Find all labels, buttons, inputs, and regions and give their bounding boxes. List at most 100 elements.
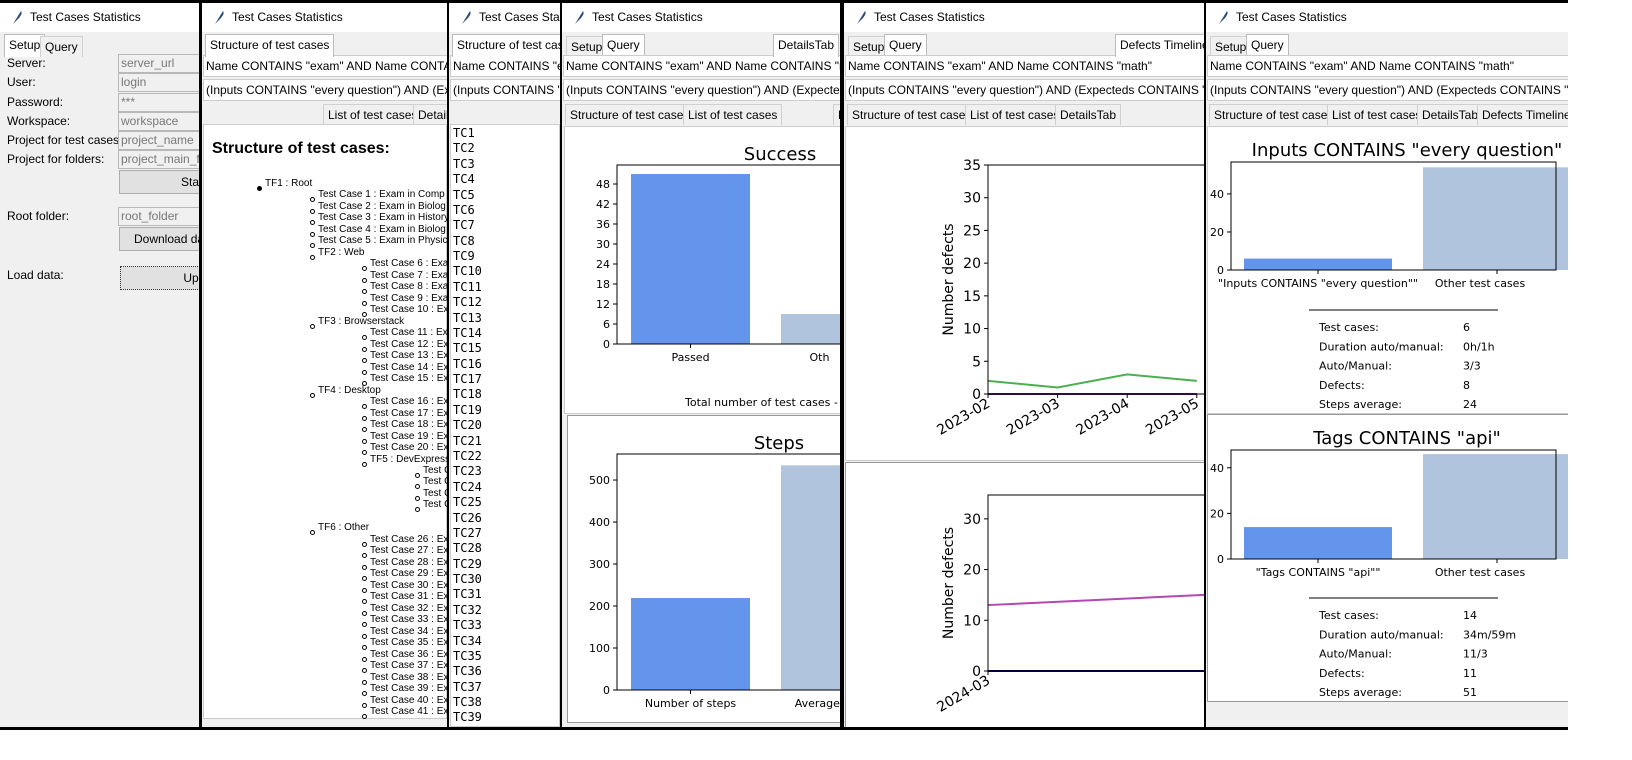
list-item[interactable]: TC23	[453, 464, 482, 479]
tree-item: Test Case 36 : Ex	[370, 648, 447, 660]
field-label: Password:	[7, 95, 64, 109]
list-item[interactable]: TC30	[453, 572, 482, 587]
tab[interactable]: Query	[602, 34, 645, 57]
query-input[interactable]: (Inputs CONTAINS "every question") AND (…	[845, 79, 1204, 101]
list-item[interactable]: TC24	[453, 479, 482, 494]
tree-bullet	[415, 473, 420, 478]
list-item[interactable]: TC37	[453, 679, 482, 694]
subtab[interactable]: List of test cases	[323, 104, 423, 125]
text-input[interactable]: login	[118, 73, 199, 92]
list-item[interactable]: TC6	[453, 202, 475, 217]
subtab[interactable]: Defects Timeline	[833, 104, 840, 125]
query-input[interactable]: Name CONTAINS "exam" AND Name CONTAINS "…	[203, 55, 447, 77]
list-item[interactable]: TC31	[453, 587, 482, 602]
subtab[interactable]: Defects Timeline	[1115, 34, 1204, 57]
text-input[interactable]: ***	[118, 93, 199, 112]
subtab[interactable]: Structure of test cases	[847, 104, 977, 125]
list-item[interactable]: TC27	[453, 525, 482, 540]
list-item[interactable]: TC7	[453, 218, 475, 233]
list-item[interactable]: TC13	[453, 310, 482, 325]
text-input[interactable]: workspace	[118, 112, 199, 131]
list-item[interactable]: TC17	[453, 372, 482, 387]
list-item[interactable]: TC3	[453, 156, 475, 171]
query-input[interactable]: (Inputs CONTAINS "every question") AND (…	[450, 79, 560, 101]
subtab[interactable]: List of test cases	[1327, 104, 1427, 125]
list-item[interactable]: TC25	[453, 495, 482, 510]
list-item[interactable]: TC14	[453, 325, 482, 340]
subtab[interactable]: Structure of test cases	[205, 34, 335, 57]
list-item[interactable]: TC32	[453, 602, 482, 617]
query-input[interactable]: (Inputs CONTAINS "every question") AND (…	[563, 79, 840, 101]
title-bar	[562, 3, 840, 32]
tab[interactable]: Setup	[848, 36, 890, 57]
list-item[interactable]: TC38	[453, 695, 482, 710]
list-item[interactable]: TC1	[453, 126, 475, 140]
y-tick-label: 30	[963, 512, 981, 528]
button[interactable]: Download da	[119, 227, 199, 251]
list-item[interactable]: TC29	[453, 556, 482, 571]
tab[interactable]: Query	[1246, 34, 1289, 57]
query-input[interactable]: Name CONTAINS "exam" AND Name CONTAINS "…	[563, 55, 840, 77]
list-item[interactable]: TC33	[453, 618, 482, 633]
list-item[interactable]: TC19	[453, 402, 482, 417]
list-item[interactable]: TC12	[453, 295, 482, 310]
stat-value: 0h/1h	[1463, 340, 1495, 353]
tree-bullet	[310, 243, 315, 249]
window-title: Test Cases Statistics	[874, 10, 985, 24]
query-input[interactable]: Name CONTAINS "exam" AND Name CONTAINS "…	[1207, 55, 1568, 77]
list-item[interactable]: TC28	[453, 541, 482, 556]
button[interactable]: Up	[120, 266, 199, 290]
tab[interactable]: Query	[884, 34, 927, 57]
subtab[interactable]: DetailsTab	[1055, 104, 1122, 125]
subtab[interactable]: List of test cases	[683, 104, 783, 125]
list-item[interactable]: TC34	[453, 633, 482, 648]
subtab[interactable]: List of test cases	[965, 104, 1065, 125]
tree-bullet	[362, 300, 367, 306]
tab[interactable]: Setup	[566, 36, 608, 57]
stat-label: Defects:	[1319, 667, 1365, 680]
subtab[interactable]: Structure of test cases	[452, 34, 560, 57]
query-input[interactable]: Name CONTAINS "exam" AND Name CONTAINS "…	[845, 55, 1204, 77]
y-tick-label: 18	[596, 278, 610, 291]
list-item[interactable]: TC10	[453, 264, 482, 279]
list-item[interactable]: TC26	[453, 510, 482, 525]
list-item[interactable]: TC15	[453, 341, 482, 356]
list-item[interactable]: TC36	[453, 664, 482, 679]
subtab[interactable]: DetailsTab	[1417, 104, 1484, 125]
text-input[interactable]: project_name	[118, 131, 199, 150]
tab[interactable]: Query	[40, 36, 83, 57]
query-input[interactable]: Name CONTAINS "exam" AND Name CONTAINS "…	[450, 55, 560, 77]
list-item[interactable]: TC39	[453, 710, 482, 725]
tree-item: Test Case 5 : Exam in Physic	[318, 235, 447, 247]
x-tick-label: Other test cases	[1435, 566, 1526, 579]
stat-value: 8	[1463, 379, 1470, 392]
list-item[interactable]: TC20	[453, 418, 482, 433]
list-item[interactable]: TC18	[453, 387, 482, 402]
text-input[interactable]: root_folder	[118, 207, 199, 226]
subtab[interactable]: Structure of test cases	[565, 104, 695, 125]
query-input[interactable]: (Inputs CONTAINS "every question") AND (…	[1207, 79, 1568, 101]
window: Test Cases Statistics Setup Query Server: se…	[0, 3, 199, 727]
list-item[interactable]: TC9	[453, 249, 475, 264]
subtab[interactable]: Structure of test cases	[1209, 104, 1339, 125]
text-input[interactable]: project_main_fo	[118, 150, 199, 169]
list-item[interactable]: TC16	[453, 356, 482, 371]
list-item[interactable]: TC11	[453, 279, 482, 294]
text-input[interactable]: server_url	[118, 54, 199, 73]
subtab[interactable]: DetailsTab	[413, 104, 447, 125]
plot-frame	[1230, 161, 1557, 271]
subtab[interactable]: DetailsTab	[773, 34, 840, 57]
bar	[781, 465, 840, 690]
list-item[interactable]: TC5	[453, 187, 475, 202]
list-item[interactable]: TC8	[453, 233, 475, 248]
list-item[interactable]: TC22	[453, 448, 482, 463]
list-item[interactable]: TC4	[453, 172, 475, 187]
list-item[interactable]: TC35	[453, 648, 482, 663]
button[interactable]: Sta	[119, 170, 199, 194]
query-input[interactable]: (Inputs CONTAINS "every question") AND (…	[203, 79, 447, 101]
list-item[interactable]: TC21	[453, 433, 482, 448]
subtab[interactable]: Defects Timeline	[1477, 104, 1568, 125]
tree-bullet	[362, 691, 367, 697]
list-item[interactable]: TC2	[453, 141, 475, 156]
